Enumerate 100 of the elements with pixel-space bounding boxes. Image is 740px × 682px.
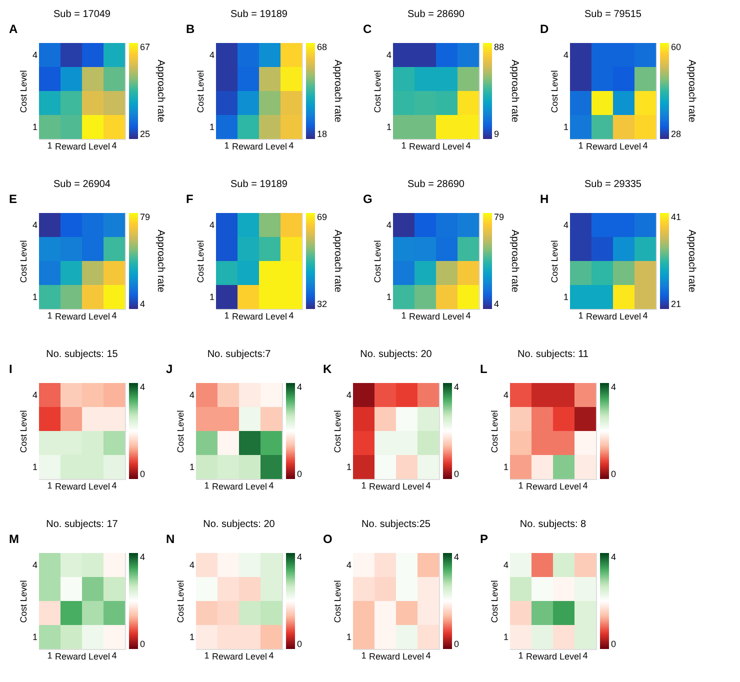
x-axis-title: Reward Level	[232, 142, 288, 152]
y-tick-label: 4	[346, 560, 352, 570]
x-tick-label: 4	[112, 310, 117, 320]
chart-title: No. subjects: 20	[360, 349, 432, 360]
y-tick-label: 1	[32, 292, 38, 302]
color-bar-label: 68	[317, 42, 328, 52]
chart-title: Sub = 19189	[230, 179, 288, 190]
text: H	[540, 192, 549, 206]
y-axis-title: Cost Level	[372, 70, 382, 113]
y-tick-label: 4	[563, 220, 568, 230]
y-tick-label: 1	[32, 122, 38, 132]
text: E	[9, 192, 18, 206]
y-tick-label: 4	[32, 560, 38, 570]
y-tick-label: 4	[32, 220, 38, 230]
y-tick-label: 1	[346, 632, 352, 642]
color-bar-label: 18	[317, 129, 328, 139]
color-bar-title: Approach rate	[332, 60, 343, 123]
color-bar-label: 28	[671, 129, 682, 139]
color-bar-label: 4	[140, 299, 146, 309]
color-bar-label: 4	[454, 552, 460, 562]
chart-title: No. subjects: 8	[520, 519, 587, 530]
y-axis-title: Cost Level	[195, 70, 206, 113]
color-bar-title: Approach rate	[155, 230, 166, 293]
x-tick-label: 4	[288, 140, 294, 150]
x-axis-title: Reward Level	[368, 652, 424, 662]
x-axis-title: Reward Level	[408, 142, 464, 152]
text: O	[323, 532, 332, 546]
y-tick-label: 4	[209, 220, 214, 230]
y-axis-title: Cost Level	[489, 410, 500, 453]
color-bar-title: Approach rate	[509, 60, 520, 123]
color-bar-label: 4	[611, 382, 616, 392]
y-tick-label: 4	[189, 560, 194, 570]
chart-title: Sub = 29335	[584, 179, 642, 190]
text: A	[9, 22, 18, 36]
y-axis-title: Cost Level	[372, 240, 382, 283]
x-axis-title: Reward Level	[586, 312, 642, 322]
x-tick-label: 4	[268, 480, 274, 490]
x-axis-title: Reward Level	[586, 142, 642, 152]
y-tick-label: 4	[503, 390, 508, 400]
color-bar-label: 41	[671, 212, 682, 222]
color-bar-title: Approach rate	[155, 60, 166, 123]
chart-title: No. subjects: 11	[518, 349, 589, 360]
color-bar-title: Approach rate	[686, 60, 697, 123]
y-axis-title: Cost Level	[332, 410, 342, 453]
y-axis-title: Cost Level	[489, 580, 500, 623]
color-bar-label: 4	[140, 552, 146, 562]
color-bar-label: 0	[297, 469, 302, 479]
x-tick-label: 4	[642, 140, 648, 150]
y-tick-label: 1	[32, 632, 38, 642]
y-axis-title: Cost Level	[332, 580, 342, 623]
y-axis-title: Cost Level	[18, 240, 28, 283]
text: G	[363, 192, 372, 206]
color-bar-label: 9	[494, 129, 500, 139]
color-bar-label: 0	[611, 639, 616, 649]
x-tick-label: 1	[401, 310, 406, 320]
x-tick-label: 1	[518, 480, 524, 490]
y-tick-label: 4	[209, 50, 214, 60]
chart-title: Sub = 17049	[54, 9, 111, 20]
x-axis-title: Reward Level	[54, 312, 110, 322]
y-axis-title: Cost Level	[18, 580, 28, 623]
x-tick-label: 1	[47, 650, 52, 660]
color-bar-label: 0	[611, 469, 616, 479]
color-bar-label: 0	[454, 639, 460, 649]
x-tick-label: 4	[112, 650, 117, 660]
x-tick-label: 1	[578, 310, 584, 320]
text: N	[166, 532, 175, 546]
y-tick-label: 4	[563, 50, 568, 60]
x-tick-label: 1	[361, 650, 366, 660]
x-tick-label: 1	[224, 310, 230, 320]
x-axis-title: Reward Level	[212, 482, 268, 492]
y-tick-label: 1	[503, 462, 508, 472]
x-tick-label: 1	[47, 480, 52, 490]
y-axis-title: Cost Level	[195, 240, 206, 283]
y-tick-label: 4	[386, 220, 392, 230]
text: F	[186, 192, 194, 206]
x-tick-label: 1	[47, 140, 52, 150]
y-tick-label: 1	[189, 632, 194, 642]
color-bar-label: 79	[140, 212, 150, 222]
color-bar-label: 0	[454, 469, 460, 479]
x-tick-label: 4	[426, 650, 431, 660]
y-tick-label: 1	[503, 632, 508, 642]
x-tick-label: 4	[582, 480, 588, 490]
x-axis-title: Reward Level	[408, 312, 464, 322]
y-tick-label: 4	[32, 390, 38, 400]
color-bar-title: Approach rate	[509, 230, 520, 293]
color-bar-label: 4	[454, 382, 460, 392]
chart-title: Sub = 26904	[54, 179, 111, 190]
y-tick-label: 4	[189, 390, 194, 400]
color-bar-label: 79	[494, 212, 504, 222]
x-tick-label: 4	[582, 650, 588, 660]
chart-title: No. subjects: 17	[46, 519, 118, 530]
x-axis-title: Reward Level	[368, 482, 424, 492]
x-tick-label: 1	[578, 140, 584, 150]
color-bar-label: 0	[140, 469, 146, 479]
x-tick-label: 4	[288, 310, 294, 320]
color-bar-label: 69	[317, 212, 328, 222]
y-tick-label: 1	[346, 462, 352, 472]
chart-title: Sub = 19189	[230, 9, 288, 20]
x-axis-title: Reward Level	[54, 482, 110, 492]
color-bar-title: Approach rate	[332, 230, 343, 293]
